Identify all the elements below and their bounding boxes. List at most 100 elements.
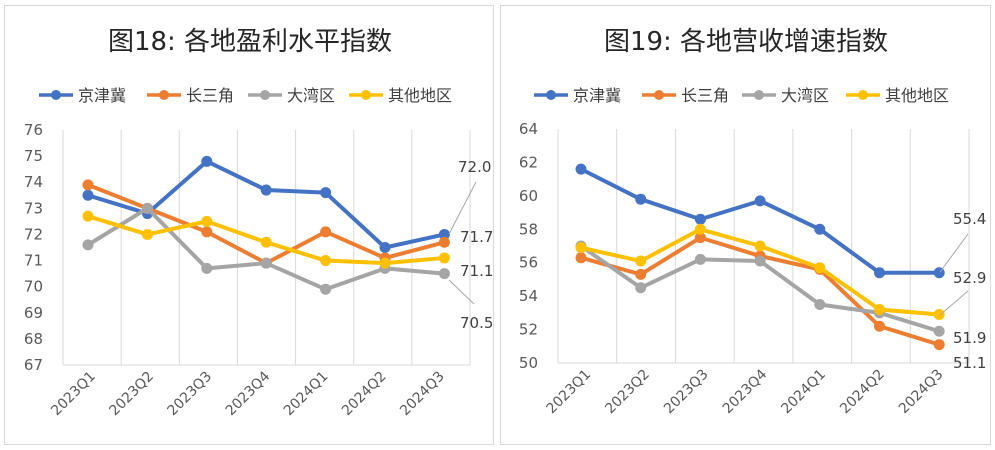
data-point <box>575 163 587 175</box>
series-line <box>86 182 447 266</box>
data-point <box>438 252 450 264</box>
data-point <box>141 228 153 240</box>
data-point <box>141 202 153 214</box>
data-point <box>320 226 332 238</box>
data-label: 52.9 <box>953 269 986 287</box>
data-point <box>201 215 213 227</box>
leader-line <box>939 233 969 273</box>
leader-line <box>448 279 475 305</box>
y-tick-label: 76 <box>24 121 43 139</box>
legend-label: 其他地区 <box>388 86 452 105</box>
data-point <box>635 268 647 280</box>
data-point <box>320 283 332 295</box>
data-label: 71.7 <box>460 228 493 246</box>
chart-data-labels: 55.4 52.9 51.9 51.1 <box>939 210 986 372</box>
data-label: 55.4 <box>953 210 986 228</box>
profit-index-chart: 图18: 各地盈利水平指数 京津冀 长三角 大湾区 其他地区 67 68 69 70 71 72… <box>24 27 494 419</box>
data-point <box>874 267 885 279</box>
data-label: 70.5 <box>460 314 493 332</box>
legend-item: 长三角 <box>147 86 234 105</box>
legend-label: 其他地区 <box>885 86 949 105</box>
x-tick-label: 2023Q1 <box>544 367 595 418</box>
x-tick-label: 2024Q2 <box>339 369 390 420</box>
x-tick-label: 2023Q1 <box>48 369 99 420</box>
data-point <box>260 236 272 248</box>
data-point <box>320 187 332 199</box>
data-point <box>82 210 94 222</box>
y-tick-label: 70 <box>24 278 43 296</box>
leader-line <box>939 290 969 316</box>
chart-title: 图19: 各地营收增速指数 <box>604 27 888 57</box>
y-tick-label: 50 <box>519 354 538 372</box>
profit-index-chart-panel: 图18: 各地盈利水平指数 京津冀 长三角 大湾区 其他地区 67 68 69 70 71 72… <box>4 5 494 445</box>
data-point <box>438 268 450 280</box>
x-tick-label: 2023Q2 <box>106 369 157 420</box>
y-tick-label: 74 <box>24 173 43 191</box>
data-point <box>933 309 945 321</box>
legend-item: 其他地区 <box>846 86 949 105</box>
data-label: 51.1 <box>953 354 986 372</box>
x-tick-label: 2024Q1 <box>778 367 829 418</box>
leader-line <box>448 181 477 235</box>
revenue-growth-chart-panel: 图19: 各地营收增速指数 京津冀 长三角 大湾区 其他地区 50 52 54 56 58 60… <box>500 5 991 445</box>
x-tick-label: 2023Q2 <box>602 367 653 418</box>
data-point <box>694 232 706 244</box>
data-point <box>754 195 766 207</box>
legend-label: 长三角 <box>681 86 729 105</box>
y-tick-label: 69 <box>24 304 43 322</box>
data-point <box>933 339 945 351</box>
y-tick-label: 71 <box>24 252 43 270</box>
y-tick-label: 54 <box>519 287 538 305</box>
legend-marker <box>858 90 868 100</box>
y-tick-label: 56 <box>519 254 538 272</box>
y-tick-label: 64 <box>519 120 538 138</box>
y-tick-label: 62 <box>519 153 538 171</box>
data-point <box>260 257 272 269</box>
data-point <box>260 184 272 196</box>
legend-marker <box>51 90 61 100</box>
data-point <box>201 262 213 274</box>
legend-marker <box>546 90 556 100</box>
y-axis: 50 52 54 56 58 60 62 64 <box>519 120 538 372</box>
x-tick-label: 2023Q3 <box>661 367 712 418</box>
x-tick-label: 2024Q1 <box>281 369 332 420</box>
data-label: 51.9 <box>953 329 986 347</box>
chart-legend: 京津冀 长三角 大湾区 其他地区 <box>534 86 949 105</box>
data-point <box>320 255 332 267</box>
data-point <box>814 223 826 235</box>
y-tick-label: 58 <box>519 220 538 238</box>
revenue-growth-chart: 图19: 各地营收增速指数 京津冀 长三角 大湾区 其他地区 50 52 54 56 58 60… <box>519 27 987 417</box>
data-point <box>201 226 213 238</box>
data-point <box>82 189 94 201</box>
data-label: 72.0 <box>458 158 491 176</box>
legend-marker <box>361 90 371 100</box>
x-tick-label: 2023Q3 <box>165 369 216 420</box>
legend-label: 大湾区 <box>781 86 829 105</box>
y-tick-label: 60 <box>519 187 538 205</box>
data-point <box>874 304 885 316</box>
chart-data-labels: 72.0 71.7 71.1 70.5 <box>448 158 493 332</box>
y-tick-label: 52 <box>519 321 538 339</box>
data-point <box>814 299 826 310</box>
x-tick-label: 2024Q2 <box>837 367 888 418</box>
data-point <box>694 253 706 265</box>
legend-label: 京津冀 <box>573 86 621 105</box>
chart-legend: 京津冀 长三角 大湾区 其他地区 <box>39 86 452 105</box>
data-point <box>379 242 391 253</box>
data-point <box>635 282 647 294</box>
x-axis: 2023Q1 2023Q2 2023Q3 2023Q4 2024Q1 2024Q2 2024… <box>544 366 947 417</box>
legend-label: 京津冀 <box>78 86 126 105</box>
legend-marker <box>159 90 169 100</box>
legend-item: 京津冀 <box>534 86 621 105</box>
x-tick-label: 2024Q3 <box>896 367 947 418</box>
chart-series <box>575 163 945 351</box>
y-tick-label: 75 <box>24 147 43 165</box>
data-point <box>754 255 766 267</box>
data-point <box>82 239 94 251</box>
y-axis: 67 68 69 70 71 72 73 74 75 76 <box>24 121 43 374</box>
x-axis: 2023Q1 2023Q2 2023Q3 2023Q4 2024Q1 2024Q2 2024… <box>48 368 447 419</box>
data-point <box>754 240 766 252</box>
y-tick-label: 67 <box>24 356 43 374</box>
legend-item: 京津冀 <box>39 86 126 105</box>
legend-label: 大湾区 <box>287 86 335 105</box>
